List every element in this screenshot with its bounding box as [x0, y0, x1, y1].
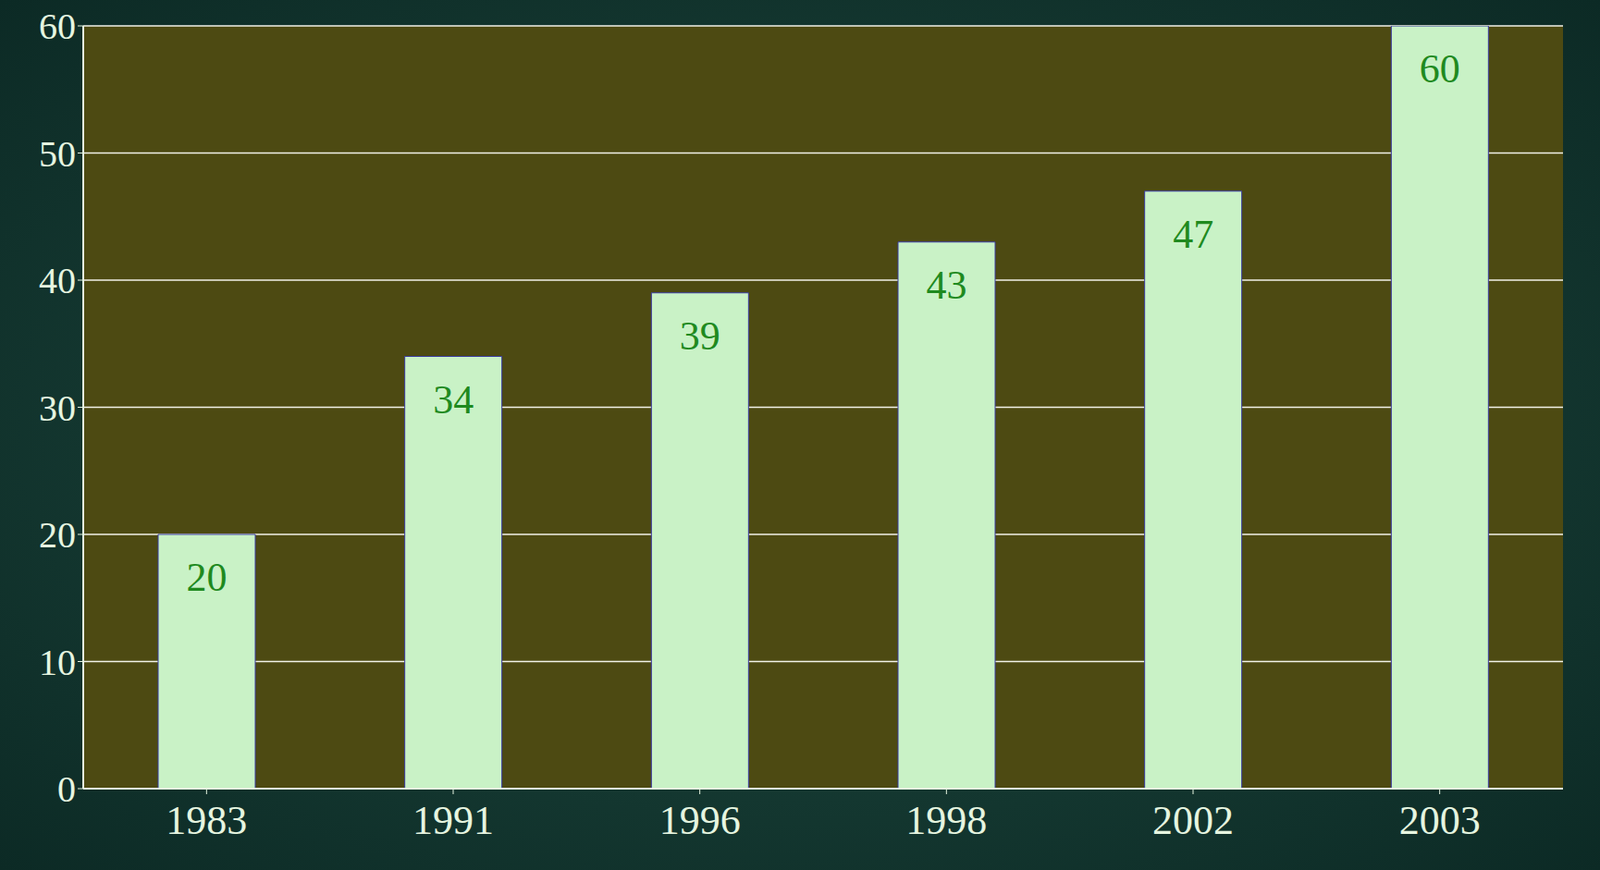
svg-text:47: 47: [1172, 211, 1214, 258]
svg-text:34: 34: [432, 377, 474, 423]
svg-text:1991: 1991: [412, 798, 494, 844]
svg-text:2002: 2002: [1152, 798, 1234, 844]
svg-text:50: 50: [38, 133, 76, 175]
svg-text:10: 10: [38, 641, 76, 684]
svg-text:20: 20: [186, 554, 228, 601]
svg-text:1998: 1998: [905, 798, 987, 844]
svg-text:39: 39: [679, 313, 721, 359]
svg-text:1983: 1983: [165, 798, 247, 844]
svg-text:20: 20: [38, 514, 76, 556]
svg-text:1996: 1996: [659, 798, 741, 844]
svg-text:43: 43: [926, 262, 968, 308]
svg-text:60: 60: [38, 5, 76, 48]
svg-text:0: 0: [57, 768, 76, 811]
svg-text:2003: 2003: [1399, 798, 1481, 844]
svg-text:30: 30: [38, 387, 76, 430]
svg-text:60: 60: [1419, 46, 1461, 92]
svg-text:40: 40: [38, 259, 76, 302]
